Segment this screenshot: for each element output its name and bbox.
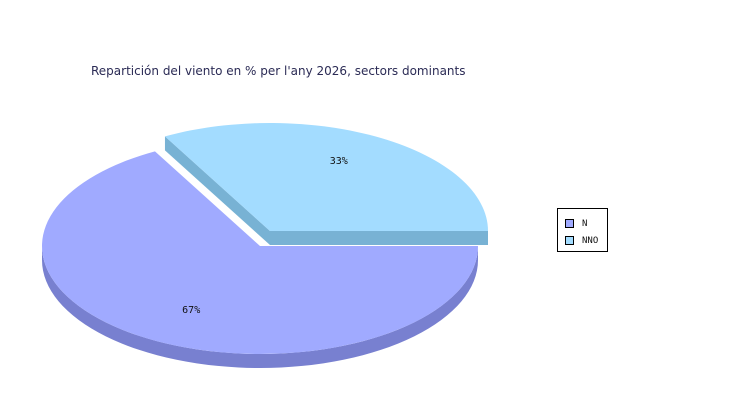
value-label-nno: 33%: [330, 156, 348, 167]
legend-item-n: N: [565, 215, 607, 232]
slice-n: [41, 151, 478, 354]
slice-side-nno-cut-0: [270, 231, 488, 245]
value-label-n: 67%: [182, 305, 200, 316]
slice-side-nno-cut-1: [164, 136, 270, 245]
chart-title: Repartición del viento en % per l'any 20…: [91, 64, 466, 78]
legend-swatch-nno: [565, 236, 574, 245]
legend-item-nno: NNO: [565, 232, 607, 249]
legend-swatch-n: [565, 219, 574, 228]
legend-label-nno: NNO: [582, 235, 599, 246]
legend: N NNO: [557, 208, 608, 252]
slice-nno: [164, 122, 488, 231]
legend-label-n: N: [582, 218, 588, 229]
